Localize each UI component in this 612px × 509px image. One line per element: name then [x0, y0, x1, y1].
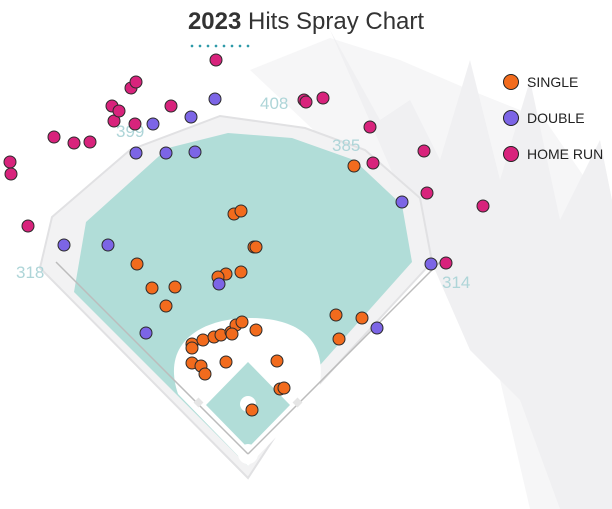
point-double [101, 238, 115, 252]
point-single [249, 240, 263, 254]
legend-swatch-double [503, 110, 519, 126]
fence-label-left: 318 [16, 263, 44, 282]
legend-label-double: DOUBLE [527, 110, 585, 126]
point-single [225, 327, 239, 341]
point-single [198, 367, 212, 381]
legend-item-double: DOUBLE [503, 100, 608, 136]
point-double [212, 277, 226, 291]
legend-item-single: SINGLE [503, 64, 608, 100]
point-double [370, 321, 384, 335]
point-home-run [439, 256, 453, 270]
foul-line-right [247, 261, 441, 455]
point-home-run [4, 167, 18, 181]
point-home-run [128, 117, 142, 131]
legend-swatch-single [503, 74, 519, 90]
fence-label-right: 314 [442, 273, 470, 292]
third-base [193, 397, 204, 408]
point-double [159, 146, 173, 160]
point-single [145, 281, 159, 295]
point-double [424, 257, 438, 271]
point-home-run [476, 199, 490, 213]
title-underline [188, 44, 250, 48]
point-home-run [209, 53, 223, 67]
legend: SINGLE DOUBLE HOME RUN [503, 64, 608, 172]
background-shapes [250, 30, 612, 509]
point-home-run [67, 136, 81, 150]
point-single [234, 204, 248, 218]
fence-label-center: 408 [260, 94, 288, 113]
point-double [395, 195, 409, 209]
point-home-run [316, 91, 330, 105]
point-single [332, 332, 346, 346]
point-single [270, 354, 284, 368]
hit-points [3, 53, 490, 417]
point-single [245, 403, 259, 417]
point-double [57, 238, 71, 252]
point-home-run [47, 130, 61, 144]
point-home-run [420, 186, 434, 200]
point-home-run [83, 135, 97, 149]
point-home-run [3, 155, 17, 169]
point-single [249, 323, 263, 337]
fence-label-right-center: 385 [332, 136, 360, 155]
point-double [208, 92, 222, 106]
legend-item-home-run: HOME RUN [503, 136, 608, 172]
point-double [184, 110, 198, 124]
ballpark [38, 114, 441, 480]
point-home-run [21, 219, 35, 233]
point-single [277, 381, 291, 395]
legend-swatch-home-run [503, 146, 519, 162]
point-home-run [112, 104, 126, 118]
chart-title-text: Hits Spray Chart [248, 8, 425, 35]
point-home-run [363, 120, 377, 134]
point-double [188, 145, 202, 159]
chart-title: 2023 Hits Spray Chart [0, 8, 612, 36]
legend-label-home-run: HOME RUN [527, 146, 604, 162]
point-single [130, 257, 144, 271]
point-single [235, 315, 249, 329]
point-single [219, 355, 233, 369]
point-single [355, 311, 369, 325]
point-single [347, 159, 361, 173]
chart-title-year: 2023 [187, 8, 242, 35]
foul-line-left [55, 261, 249, 455]
legend-label-single: SINGLE [527, 74, 579, 90]
point-home-run [366, 156, 380, 170]
point-single [185, 341, 199, 355]
point-single [196, 333, 210, 347]
outfield-grass [74, 133, 412, 466]
point-home-run [164, 99, 178, 113]
point-single [234, 265, 248, 279]
first-base [292, 397, 303, 408]
point-single [159, 299, 173, 313]
point-double [129, 146, 143, 160]
fence-distance-labels: 318 399 408 385 314 [16, 94, 470, 292]
point-single [168, 280, 182, 294]
point-home-run [299, 95, 313, 109]
point-home-run [417, 144, 431, 158]
point-home-run [129, 75, 143, 89]
point-double [146, 117, 160, 131]
point-single [329, 308, 343, 322]
point-double [139, 326, 153, 340]
